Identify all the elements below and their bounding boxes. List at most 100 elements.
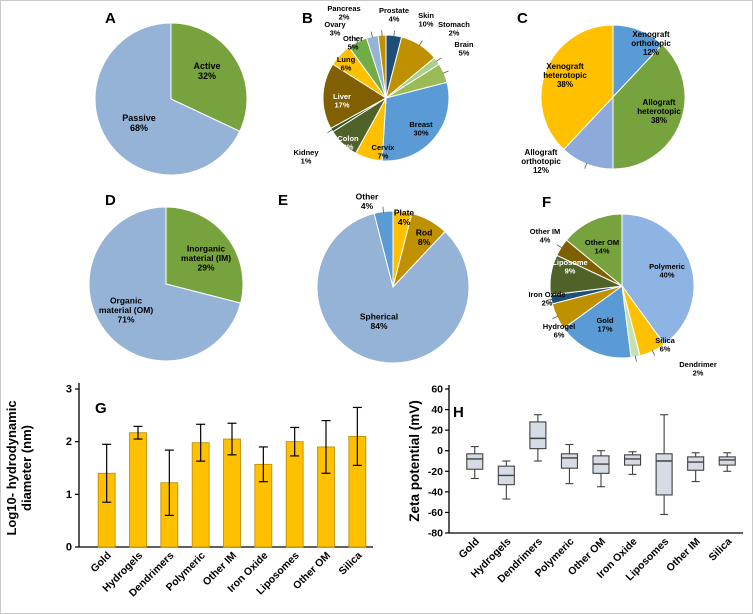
pie-slice-label: Spherical 84% xyxy=(360,311,398,331)
box xyxy=(718,456,736,466)
pie-slice-label: Inorganic material (IM) 29% xyxy=(181,244,231,273)
label-leader-line xyxy=(418,40,423,46)
pie-slice-label: Lung 6% xyxy=(337,55,356,73)
pie-slice-label: Prostate 4% xyxy=(379,6,409,24)
pie-slice xyxy=(540,24,614,151)
pie-slice xyxy=(316,212,470,364)
pie-slice-label: Other IM 4% xyxy=(530,227,560,245)
pie-slice xyxy=(612,43,686,170)
pie-slice xyxy=(94,22,241,176)
pie-slice xyxy=(563,285,632,359)
panel-letter-d: D xyxy=(105,192,116,209)
category-label: Gold xyxy=(88,550,113,575)
pie-slice-label: Other OM 14% xyxy=(585,238,619,256)
y-axis-title-line2: diameter (nm) xyxy=(19,425,34,511)
y-tick-label: 2 xyxy=(66,436,72,448)
y-tick-label: -60 xyxy=(428,507,443,519)
panel-letter-f: F xyxy=(542,194,552,211)
pie-chart-B: Prostate 4% Skin 10% Stomach 2% Brain 5% Breast 3… xyxy=(293,4,474,166)
box xyxy=(560,453,578,469)
pie-slice-label: Liver 17% xyxy=(333,92,351,110)
category-label: Gold xyxy=(456,536,481,561)
pie-chart-D: Inorganic material (IM) 29% Organic material… xyxy=(88,206,244,362)
box xyxy=(624,454,642,466)
pie-slice-label: Other 4% xyxy=(356,191,379,211)
y-axis-title: Zeta potential (mV) xyxy=(407,400,422,522)
pie-slice-label: Breast 30% xyxy=(409,120,433,138)
pie-slice-label: Allograft heterotopic 38% xyxy=(637,98,681,125)
label-leader-line xyxy=(584,162,588,169)
pie-slice xyxy=(165,206,244,304)
pie-slice-label: Active 32% xyxy=(193,61,220,81)
pie-slice-label: Gold 17% xyxy=(596,316,613,334)
pie-slice-label: Cervix 7% xyxy=(372,143,396,161)
pie-chart-F: Polymeric 40% Silica 6%Dendrimer 2% Gold 17% Hy… xyxy=(528,213,717,377)
category-label: Other IM xyxy=(664,535,703,574)
pie-chart-A: Active 32% Passive 68% xyxy=(94,22,248,176)
label-leader-line xyxy=(327,129,333,133)
pie-slice-label: Xenograft heterotopic 38% xyxy=(543,62,587,89)
y-tick-label: 1 xyxy=(66,489,72,501)
label-leader-line xyxy=(442,70,449,74)
y-tick-label: 0 xyxy=(66,542,72,554)
label-leader-line xyxy=(393,30,395,37)
pie-slice xyxy=(565,213,623,288)
pie-slice-label: Xenograft orthotopic 12% xyxy=(631,30,671,57)
pie-slice-label: Iron Oxide 2% xyxy=(528,290,565,308)
category-label: Silica xyxy=(706,536,734,564)
pie-slice-label: Silica 6% xyxy=(655,336,675,354)
label-leader-line xyxy=(382,206,384,213)
pie-slice-label: Passive 68% xyxy=(122,113,156,133)
box xyxy=(529,421,547,450)
panel-letter-c: C xyxy=(517,10,528,27)
pie-slice-label: Organic material (OM) 71% xyxy=(99,296,153,325)
label-leader-line xyxy=(370,31,373,38)
pie-slice xyxy=(88,206,242,362)
y-tick-label: 0 xyxy=(437,445,443,457)
bar xyxy=(285,441,304,548)
pie-slice-label: Hydrogel 6% xyxy=(543,322,576,340)
y-tick-label: 20 xyxy=(431,425,443,437)
label-leader-line xyxy=(435,57,442,62)
bar xyxy=(129,432,147,548)
pie-slice-label: Rod 8% xyxy=(416,227,433,247)
y-tick-label: 3 xyxy=(66,384,72,396)
pie-slice-label: Plate 4% xyxy=(394,207,415,227)
panel-letter-a: A xyxy=(105,10,116,27)
panel-letter-b: B xyxy=(302,10,313,27)
label-leader-line xyxy=(546,298,553,301)
pie-slice-label: Kidney 1% xyxy=(293,148,319,166)
pie-chart-E: Plate 4%Rod 8% Spherical 84% Other 4% xyxy=(316,191,470,364)
label-leader-line xyxy=(354,37,359,43)
pie-slice xyxy=(381,81,450,162)
label-leader-line xyxy=(556,244,563,249)
y-tick-label: -20 xyxy=(428,466,443,478)
pie-slice-label: Colon 8% xyxy=(337,134,359,152)
pie-slice-label: Allograft orthotopic 12% xyxy=(521,148,561,175)
panel-letter-e: E xyxy=(278,192,289,209)
y-tick-label: 60 xyxy=(431,384,443,396)
pie-slice-label: Stomach 2% xyxy=(438,20,470,38)
panel-letter-h: H xyxy=(453,404,464,421)
pie-slice-label: Skin 10% xyxy=(418,11,434,29)
y-tick-label: -80 xyxy=(428,528,443,540)
bar-chart-g: 0123GoldHydrogelsDendrimersPolymericOthe… xyxy=(4,383,373,599)
y-tick-label: 40 xyxy=(431,404,443,416)
box xyxy=(655,453,673,496)
pie-slice-label: Pancreas 2% xyxy=(327,4,360,22)
panel-letter-g: G xyxy=(95,400,107,417)
box xyxy=(466,453,484,470)
pie-slice-label: Liposome 9% xyxy=(552,258,587,276)
pie-slice-label: Other 5% xyxy=(343,34,363,52)
pie-slice xyxy=(621,213,695,345)
pie-slice-label: Polymeric 40% xyxy=(649,262,685,280)
pie-slice xyxy=(322,63,387,130)
label-leader-line xyxy=(651,350,656,356)
pie-slice xyxy=(170,22,248,133)
y-axis-title-line1: Log10- hydrodynamic xyxy=(4,400,19,535)
y-tick-label: -40 xyxy=(428,486,443,498)
pie-slice-label: Ovary 3% xyxy=(324,20,346,38)
pie-slice-label: Brain 5% xyxy=(454,40,474,58)
